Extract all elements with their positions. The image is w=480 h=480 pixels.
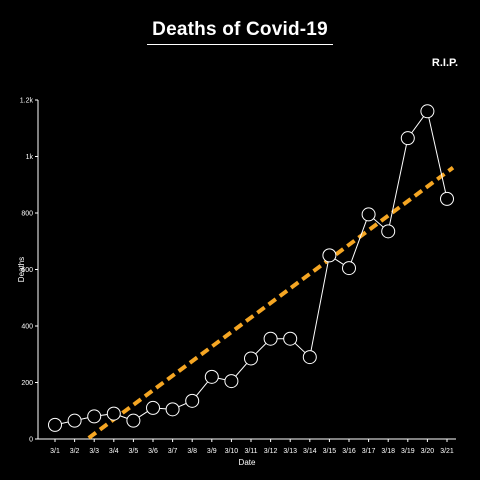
x-tick-label: 3/6	[148, 448, 158, 455]
x-axis-label: Date	[239, 458, 256, 467]
data-point	[401, 132, 414, 145]
x-tick-label: 3/14	[303, 448, 317, 455]
x-tick-label: 3/10	[225, 448, 239, 455]
y-tick-label: 200	[21, 380, 33, 387]
data-point	[323, 249, 336, 262]
x-tick-label: 3/3	[89, 448, 99, 455]
x-tick-label: 3/1	[50, 448, 60, 455]
data-point	[245, 352, 258, 365]
series-line	[55, 111, 447, 425]
data-point	[147, 401, 160, 414]
x-tick-label: 3/13	[283, 448, 297, 455]
y-tick-label: 0	[29, 437, 33, 444]
x-tick-label: 3/19	[401, 448, 415, 455]
data-point	[127, 414, 140, 427]
x-tick-label: 3/15	[323, 448, 337, 455]
x-tick-label: 3/7	[168, 448, 178, 455]
data-point	[421, 105, 434, 118]
data-point	[49, 418, 62, 431]
y-tick-label: 400	[21, 324, 33, 331]
data-point	[68, 414, 81, 427]
y-tick-label: 1.2k	[20, 98, 34, 105]
data-point	[225, 375, 238, 388]
x-tick-label: 3/16	[342, 448, 356, 455]
data-point	[362, 208, 375, 221]
data-point	[205, 370, 218, 383]
x-tick-label: 3/17	[362, 448, 376, 455]
x-tick-label: 3/20	[421, 448, 435, 455]
data-point	[284, 332, 297, 345]
data-point	[343, 262, 356, 275]
data-point	[264, 332, 277, 345]
data-point	[107, 407, 120, 420]
x-tick-label: 3/11	[244, 448, 257, 455]
x-tick-label: 3/8	[187, 448, 197, 455]
x-tick-label: 3/18	[381, 448, 395, 455]
data-point	[166, 403, 179, 416]
x-tick-label: 3/2	[70, 448, 80, 455]
data-point	[88, 410, 101, 423]
y-axis-label: Deaths	[17, 257, 26, 282]
data-point	[303, 351, 316, 364]
data-point	[186, 394, 199, 407]
x-tick-label: 3/5	[129, 448, 139, 455]
data-point	[382, 225, 395, 238]
x-tick-label: 3/4	[109, 448, 119, 455]
y-tick-label: 1k	[26, 154, 34, 161]
series-group	[49, 105, 454, 432]
x-tick-label: 3/9	[207, 448, 217, 455]
x-tick-label: 3/21	[440, 448, 454, 455]
x-tick-label: 3/12	[264, 448, 278, 455]
data-point	[441, 192, 454, 205]
y-tick-label: 800	[21, 211, 33, 218]
